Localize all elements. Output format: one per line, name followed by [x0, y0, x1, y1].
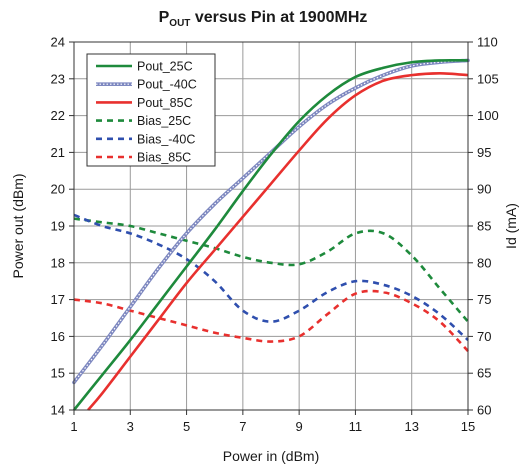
y-right-tick-label: 75 — [477, 292, 491, 307]
series-pout-85c-line — [87, 71, 469, 411]
y-right-axis-label: Id (mA) — [503, 203, 519, 249]
legend-pout-25c-label: Pout_25C — [137, 60, 193, 74]
y-right-tick-label: 65 — [477, 366, 491, 381]
legend-pout-85c-label: Pout_85C — [137, 96, 193, 110]
series-lines — [72, 58, 470, 411]
tick-labels: 1 3 5 7 9 11 13 1514151617181920212223246065707… — [51, 35, 499, 435]
y-left-axis-label: Power out (dBm) — [10, 173, 26, 278]
y-left-tick-label: 18 — [51, 255, 65, 270]
legend-bias-40c-label: Bias_-40C — [137, 132, 195, 146]
legend-bias-25c-label: Bias_25C — [137, 114, 191, 128]
x-tick-label: 3 — [127, 419, 134, 434]
y-left-tick-label: 15 — [51, 366, 65, 381]
x-tick-label: 13 — [404, 419, 418, 434]
legend-bias-85c-label: Bias_85C — [137, 151, 191, 165]
x-tick-label: 11 — [349, 419, 363, 434]
series-bias-40c-line — [73, 213, 469, 342]
series-pout-40c-line-pattern — [73, 59, 469, 383]
x-axis-label: Power in (dBm) — [223, 448, 319, 464]
x-tick-label: 9 — [296, 419, 303, 434]
y-left-tick-label: 16 — [51, 329, 65, 344]
y-left-tick-label: 19 — [51, 219, 65, 234]
y-left-tick-label: 22 — [51, 108, 65, 123]
x-tick-label: 15 — [461, 419, 475, 434]
y-right-tick-label: 60 — [477, 403, 491, 418]
y-left-tick-label: 23 — [51, 71, 65, 86]
y-right-tick-label: 90 — [477, 182, 491, 197]
y-right-tick-label: 110 — [477, 35, 498, 50]
y-right-tick-label: 105 — [477, 71, 499, 86]
series-pout-25c-line — [72, 58, 469, 411]
chart-title: POUT versus Pin at 1900MHz — [159, 9, 368, 29]
legend-box — [86, 53, 216, 167]
y-right-tick-label: 85 — [477, 219, 491, 234]
y-right-tick-label: 100 — [477, 108, 499, 123]
y-left-tick-label: 17 — [51, 292, 65, 307]
x-tick-label: 7 — [239, 419, 246, 434]
y-left-tick-label: 20 — [51, 182, 65, 197]
legend-pout-40c-label: Pout_-40C — [137, 78, 197, 92]
y-right-tick-label: 95 — [477, 145, 491, 160]
y-left-tick-label: 21 — [51, 145, 65, 160]
x-tick-label: 1 — [70, 419, 77, 434]
series-bias-85c-line — [73, 289, 469, 353]
series-bias-25c-line — [73, 217, 469, 323]
x-tick-label: 5 — [183, 419, 190, 434]
y-right-tick-label: 70 — [477, 329, 491, 344]
y-right-tick-label: 80 — [477, 255, 491, 270]
y-left-tick-label: 24 — [51, 35, 65, 50]
legend: Pout_25C Pout_-40C Pout_85C Bias_25C Bias_-4… — [86, 53, 216, 167]
y-left-tick-label: 14 — [51, 403, 65, 418]
